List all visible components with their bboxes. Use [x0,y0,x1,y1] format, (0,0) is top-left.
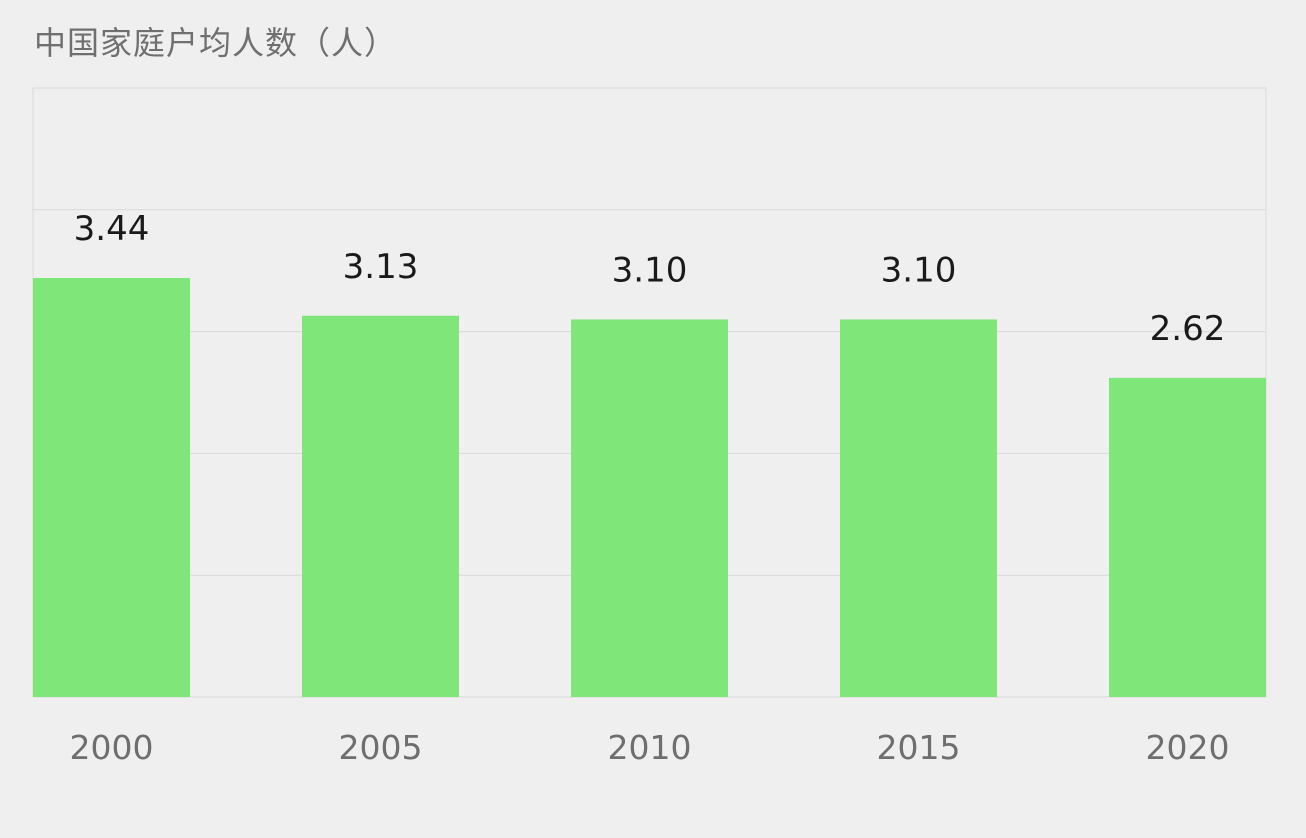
x-tick-2015: 2015 [877,728,961,767]
bars [33,278,1266,697]
bar-2000 [33,278,190,697]
x-tick-2005: 2005 [339,728,423,767]
chart-title: 中国家庭户均人数（人） [34,24,398,62]
x-tick-labels: 2000 2005 2010 2015 2020 [70,728,1230,767]
value-label-2000: 3.44 [74,209,150,249]
x-tick-2000: 2000 [70,728,154,767]
bar-2020 [1109,377,1266,697]
value-label-2015: 3.10 [881,250,957,290]
value-label-2010: 3.10 [612,250,688,290]
x-tick-2020: 2020 [1146,728,1230,767]
bar-2015 [840,319,997,697]
value-label-2005: 3.13 [343,247,419,287]
value-labels: 3.44 3.13 3.10 3.10 2.62 [74,209,1226,349]
value-label-2020: 2.62 [1150,309,1226,349]
bar-2005 [302,315,459,697]
x-tick-2010: 2010 [608,728,692,767]
bar-2010 [571,319,728,697]
